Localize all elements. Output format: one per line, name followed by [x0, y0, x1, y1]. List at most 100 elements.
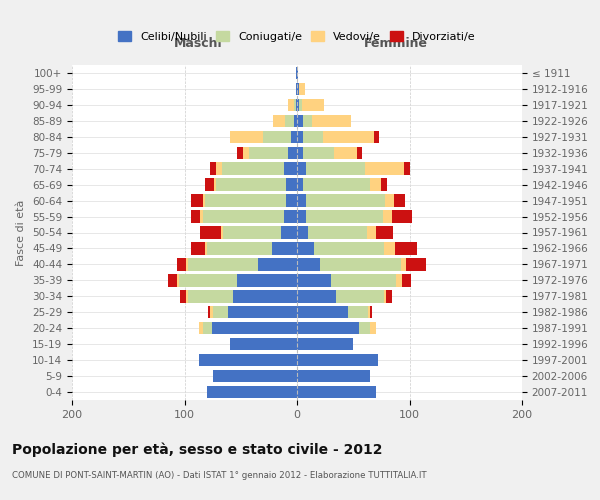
- Bar: [207, 386, 297, 398]
- Text: Femmine: Femmine: [364, 37, 428, 50]
- Bar: [188, 258, 297, 270]
- Bar: [297, 386, 376, 398]
- Bar: [191, 194, 297, 207]
- Bar: [297, 178, 302, 191]
- Bar: [297, 178, 387, 191]
- Bar: [297, 162, 409, 175]
- Bar: [297, 338, 353, 350]
- Bar: [199, 354, 297, 366]
- Bar: [297, 178, 370, 191]
- Bar: [297, 258, 320, 270]
- Bar: [205, 242, 297, 254]
- Bar: [212, 370, 297, 382]
- Bar: [297, 290, 386, 302]
- Bar: [297, 98, 324, 111]
- Bar: [199, 354, 297, 366]
- Bar: [297, 354, 378, 366]
- Bar: [185, 258, 297, 270]
- Bar: [297, 210, 306, 223]
- Bar: [297, 306, 370, 318]
- Bar: [297, 306, 368, 318]
- Text: COMUNE DI PONT-SAINT-MARTIN (AO) - Dati ISTAT 1° gennaio 2012 - Elaborazione TUT: COMUNE DI PONT-SAINT-MARTIN (AO) - Dati …: [12, 472, 427, 480]
- Bar: [214, 178, 297, 191]
- Bar: [229, 338, 297, 350]
- Bar: [297, 274, 396, 286]
- Bar: [297, 226, 367, 238]
- Bar: [296, 82, 297, 95]
- Bar: [297, 194, 405, 207]
- Bar: [297, 226, 376, 238]
- Bar: [297, 194, 385, 207]
- Bar: [296, 67, 297, 79]
- Bar: [297, 242, 418, 254]
- Bar: [212, 370, 297, 382]
- Bar: [248, 146, 297, 159]
- Bar: [216, 162, 297, 175]
- Bar: [284, 210, 297, 223]
- Bar: [296, 82, 297, 95]
- Bar: [176, 274, 297, 286]
- Bar: [191, 242, 297, 254]
- Bar: [207, 386, 297, 398]
- Bar: [296, 67, 297, 79]
- Bar: [297, 274, 410, 286]
- Bar: [297, 226, 308, 238]
- Bar: [297, 210, 412, 223]
- Bar: [212, 370, 297, 382]
- Bar: [188, 290, 297, 302]
- Bar: [297, 146, 356, 159]
- Bar: [296, 82, 297, 95]
- Bar: [297, 194, 306, 207]
- Bar: [297, 67, 298, 79]
- Bar: [297, 98, 299, 111]
- Bar: [297, 210, 383, 223]
- Bar: [297, 82, 305, 95]
- Bar: [297, 306, 347, 318]
- Bar: [297, 82, 299, 95]
- Bar: [297, 258, 406, 270]
- Bar: [274, 114, 297, 127]
- Bar: [297, 338, 353, 350]
- Bar: [297, 82, 299, 95]
- Bar: [284, 162, 297, 175]
- Bar: [221, 226, 297, 238]
- Bar: [297, 114, 351, 127]
- Bar: [191, 210, 297, 223]
- Bar: [205, 194, 297, 207]
- Bar: [212, 306, 297, 318]
- Bar: [281, 226, 297, 238]
- Bar: [297, 98, 302, 111]
- Bar: [296, 67, 297, 79]
- Bar: [216, 178, 297, 191]
- Bar: [297, 370, 370, 382]
- Bar: [296, 82, 297, 95]
- Bar: [272, 242, 297, 254]
- Bar: [297, 290, 383, 302]
- Bar: [212, 370, 297, 382]
- Bar: [293, 98, 297, 111]
- Bar: [297, 290, 392, 302]
- Bar: [207, 242, 297, 254]
- Bar: [297, 354, 378, 366]
- Bar: [292, 130, 297, 143]
- Bar: [297, 258, 401, 270]
- Text: Maschi: Maschi: [173, 37, 223, 50]
- Bar: [221, 162, 297, 175]
- Bar: [203, 210, 297, 223]
- Text: Popolazione per età, sesso e stato civile - 2012: Popolazione per età, sesso e stato civil…: [12, 442, 383, 457]
- Bar: [288, 146, 297, 159]
- Bar: [297, 242, 395, 254]
- Bar: [297, 98, 324, 111]
- Bar: [296, 67, 297, 79]
- Bar: [200, 226, 297, 238]
- Bar: [297, 322, 376, 334]
- Bar: [297, 67, 298, 79]
- Bar: [297, 274, 331, 286]
- Bar: [297, 162, 365, 175]
- Bar: [297, 146, 334, 159]
- Bar: [297, 354, 378, 366]
- Bar: [200, 210, 297, 223]
- Bar: [297, 242, 383, 254]
- Bar: [243, 146, 297, 159]
- Bar: [297, 370, 370, 382]
